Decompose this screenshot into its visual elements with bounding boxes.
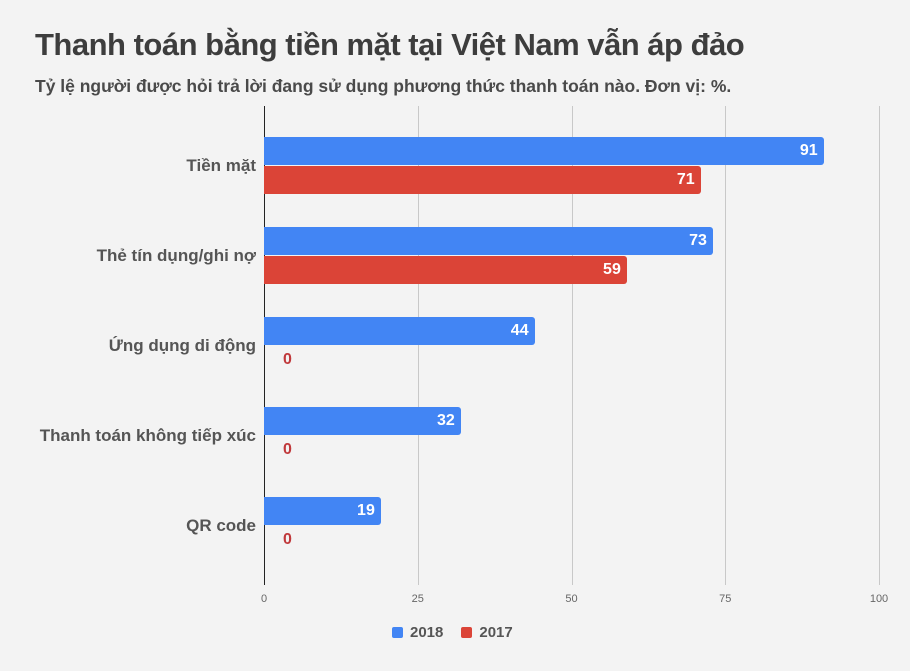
legend-label: 2018 [410,624,444,641]
category-label: QR code [186,516,256,535]
bar-value-label: 71 [676,171,695,188]
x-tick-label: 25 [411,593,424,605]
bar-value-label: 0 [283,351,292,368]
bar-2018: 91 [264,137,824,165]
gridline [725,106,726,585]
bar-value-label: 0 [283,441,292,458]
x-tick-label: 75 [719,593,732,605]
gridline [879,106,880,585]
bar-value-label: 19 [357,502,375,519]
bar-value-label: 0 [283,531,292,548]
x-tick-label: 0 [260,593,268,605]
x-tick-label: 50 [565,593,578,605]
gridline [572,106,573,585]
chart-title: Thanh toán bằng tiền mặt tại Việt Nam vẫ… [35,27,745,62]
category-label: Ứng dụng di động [108,336,256,355]
bar-2018: 19 [264,497,381,525]
bar-value-label: 59 [603,261,621,278]
bar-2017: 59 [264,256,627,284]
legend-item-2018: 2018 [392,624,443,641]
bar-value-label: 44 [510,322,529,339]
bar-2018: 32 [264,407,461,435]
y-axis-line [264,106,265,585]
bar-value-label: 91 [799,142,818,159]
category-label: Thẻ tín dụng/ghi nợ [96,246,256,265]
legend-label: 2017 [479,624,513,641]
legend-swatch-icon [392,627,403,638]
legend-swatch-icon [461,627,473,638]
bar-value-label: 32 [437,412,455,429]
bar-value-label: 73 [689,232,707,249]
legend: 2018 2017 [392,624,521,641]
chart-subtitle: Tỷ lệ người được hỏi trả lời đang sử dụn… [35,76,732,96]
gridline [418,106,419,585]
bar-2018: 44 [264,317,535,345]
bar-2017: 71 [264,166,701,194]
x-tick-label: 100 [869,593,889,605]
legend-item-2017: 2017 [461,624,513,641]
category-label: Thanh toán không tiếp xúc [39,426,256,445]
category-label: Tiền mặt [186,156,256,175]
bar-2018: 73 [264,227,713,255]
